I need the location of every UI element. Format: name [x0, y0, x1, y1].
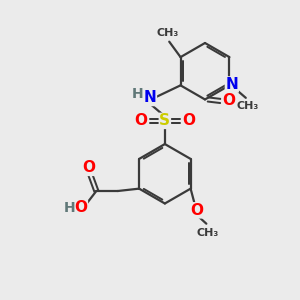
- Text: CH₃: CH₃: [197, 228, 219, 238]
- Text: O: O: [182, 113, 195, 128]
- Text: O: O: [222, 94, 235, 109]
- Text: CH₃: CH₃: [157, 28, 179, 38]
- Text: N: N: [225, 77, 238, 92]
- Text: O: O: [135, 113, 148, 128]
- Text: H: H: [131, 87, 143, 101]
- Text: S: S: [159, 113, 170, 128]
- Text: O: O: [190, 203, 203, 218]
- Text: H: H: [64, 201, 75, 215]
- Text: O: O: [74, 200, 87, 215]
- Text: O: O: [83, 160, 96, 175]
- Text: CH₃: CH₃: [236, 101, 259, 111]
- Text: N: N: [144, 91, 156, 106]
